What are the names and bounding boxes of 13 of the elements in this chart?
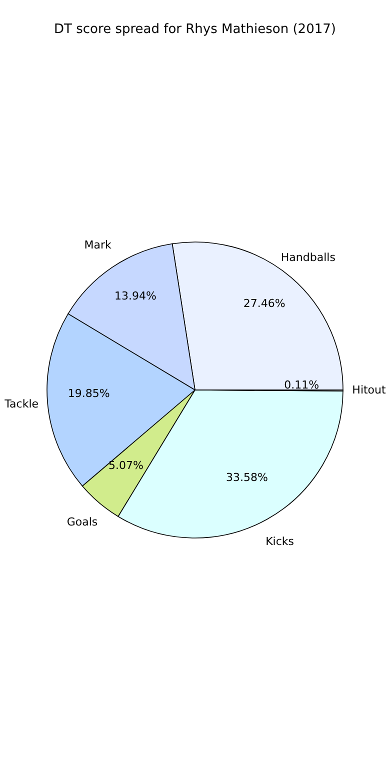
- slice-label: Hitout: [352, 384, 387, 397]
- slice-label: Mark: [84, 238, 112, 252]
- slice-label: Tackle: [4, 397, 39, 410]
- slice-label: Handballs: [280, 250, 336, 264]
- data-label: 33.58%: [226, 471, 268, 484]
- chart-title: DT score spread for Rhys Mathieson (2017): [54, 22, 336, 37]
- slice-label: Kicks: [266, 534, 294, 548]
- data-label: 5.07%: [108, 459, 144, 472]
- slice-label: Goals: [66, 516, 98, 529]
- data-label: 27.46%: [243, 297, 286, 310]
- data-label: 19.85%: [68, 386, 110, 400]
- data-label: 13.94%: [114, 290, 156, 303]
- data-label: 0.11%: [284, 378, 320, 392]
